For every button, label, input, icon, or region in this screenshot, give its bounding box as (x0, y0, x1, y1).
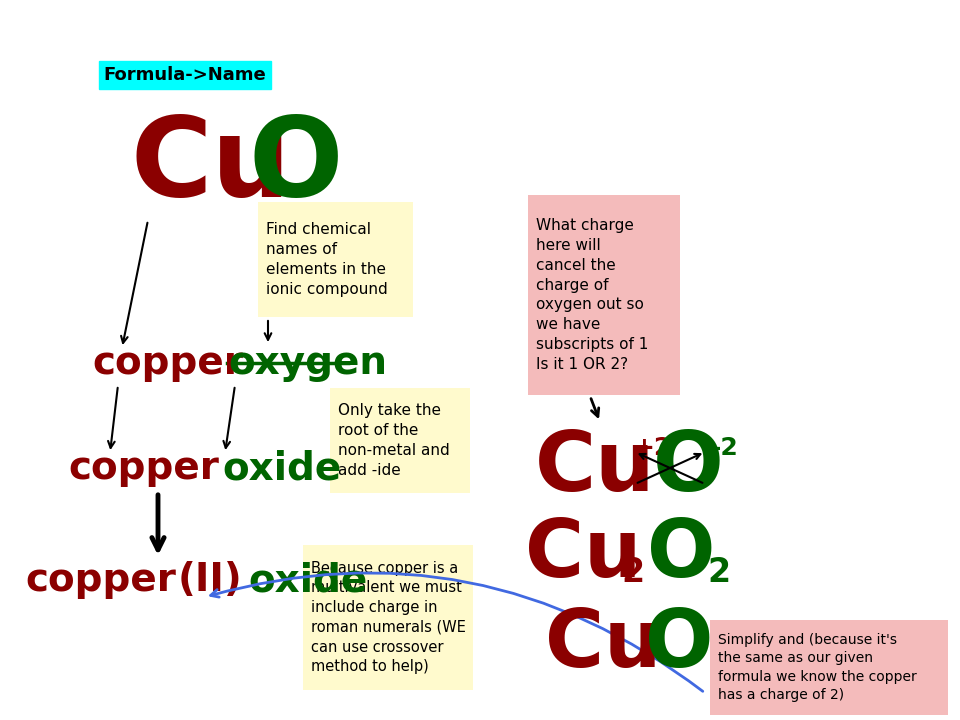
Text: Cu: Cu (535, 428, 656, 508)
Text: oxide: oxide (248, 561, 368, 599)
Text: Formula->Name: Formula->Name (104, 66, 266, 84)
Text: Cu: Cu (525, 516, 641, 594)
Text: Cu: Cu (130, 112, 291, 218)
Text: Only take the
root of the
non-metal and
add -ide: Only take the root of the non-metal and … (338, 403, 449, 477)
Text: (II): (II) (178, 561, 243, 599)
Text: oxygen: oxygen (228, 344, 387, 382)
Text: copper: copper (92, 344, 243, 382)
FancyBboxPatch shape (330, 388, 470, 493)
Text: oxide: oxide (222, 449, 341, 487)
Text: -2: -2 (711, 436, 739, 460)
Text: O: O (248, 112, 343, 218)
Text: Cu: Cu (545, 606, 661, 684)
FancyBboxPatch shape (710, 620, 948, 715)
Text: 2: 2 (621, 557, 644, 590)
Text: +2: +2 (633, 436, 671, 460)
FancyBboxPatch shape (303, 545, 473, 690)
Text: What charge
here will
cancel the
charge of
oxygen out so
we have
subscripts of 1: What charge here will cancel the charge … (536, 218, 648, 372)
Text: Find chemical
names of
elements in the
ionic compound: Find chemical names of elements in the i… (266, 222, 388, 297)
FancyBboxPatch shape (528, 195, 680, 395)
Text: O: O (653, 428, 724, 508)
Text: Because copper is a
multivalent we must
include charge in
roman numerals (WE
can: Because copper is a multivalent we must … (311, 560, 466, 675)
Text: Simplify and (because it's
the same as our given
formula we know the copper
has : Simplify and (because it's the same as o… (718, 633, 917, 702)
FancyBboxPatch shape (258, 202, 413, 317)
Text: 2: 2 (707, 557, 731, 590)
Text: O: O (647, 516, 715, 594)
Text: copper: copper (68, 449, 219, 487)
Text: O: O (645, 606, 713, 684)
Text: copper: copper (25, 561, 176, 599)
